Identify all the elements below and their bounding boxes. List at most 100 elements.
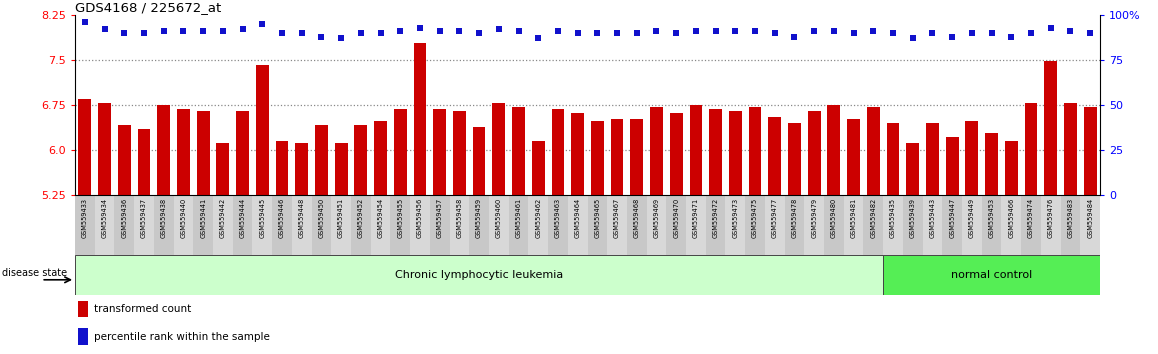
Bar [410, 195, 430, 255]
Point [233, 27, 251, 32]
Text: GSM559476: GSM559476 [1048, 198, 1054, 238]
Bar [962, 195, 982, 255]
Bar [748, 107, 762, 195]
Text: GSM559435: GSM559435 [891, 198, 896, 238]
Bar [785, 195, 805, 255]
Text: GSM559447: GSM559447 [950, 198, 955, 238]
Bar [844, 195, 864, 255]
Point [1080, 30, 1099, 36]
Bar [472, 127, 485, 195]
Text: GSM559443: GSM559443 [930, 198, 936, 238]
Text: GSM559452: GSM559452 [358, 198, 364, 238]
Point [982, 30, 1001, 36]
Bar [805, 195, 824, 255]
Point [962, 30, 981, 36]
Bar [449, 195, 469, 255]
Point [154, 28, 173, 34]
Bar [78, 301, 88, 317]
Bar [508, 195, 528, 255]
Text: GSM559442: GSM559442 [220, 198, 226, 238]
Point [765, 30, 784, 36]
Bar [512, 107, 525, 195]
Bar [115, 195, 134, 255]
Bar [686, 195, 705, 255]
Bar [746, 195, 765, 255]
Point [1021, 30, 1040, 36]
Point [588, 30, 607, 36]
Bar [528, 195, 548, 255]
Bar [75, 195, 95, 255]
Point [864, 28, 882, 34]
Bar [548, 195, 567, 255]
Bar [884, 195, 903, 255]
Text: GSM559477: GSM559477 [771, 198, 778, 238]
Bar [828, 105, 841, 195]
Bar [610, 119, 623, 195]
Bar [413, 43, 426, 195]
Point [1002, 34, 1020, 39]
Bar [864, 195, 884, 255]
Point [726, 28, 745, 34]
Bar [335, 143, 347, 195]
Bar [134, 195, 154, 255]
Bar [213, 195, 233, 255]
Bar [430, 195, 449, 255]
Bar [985, 133, 998, 195]
Point [569, 30, 587, 36]
Bar [98, 103, 111, 195]
Text: GSM559481: GSM559481 [851, 198, 857, 238]
Point [470, 30, 489, 36]
Text: GSM559483: GSM559483 [1068, 198, 1073, 238]
Text: GSM559455: GSM559455 [397, 198, 403, 238]
Point [805, 28, 823, 34]
Bar [789, 123, 801, 195]
Text: GSM559444: GSM559444 [240, 198, 245, 238]
Bar [177, 109, 190, 195]
Bar [252, 195, 272, 255]
Bar [867, 107, 880, 195]
Bar [1005, 141, 1018, 195]
Point [1061, 28, 1079, 34]
Bar [884, 255, 1100, 295]
Point [115, 30, 133, 36]
Bar [276, 141, 288, 195]
Bar [78, 328, 88, 345]
Text: GSM559461: GSM559461 [515, 198, 521, 238]
Bar [848, 119, 860, 195]
Bar [118, 125, 131, 195]
Bar [138, 129, 151, 195]
Point [628, 30, 646, 36]
Bar [489, 195, 508, 255]
Bar [351, 195, 371, 255]
Bar [492, 103, 505, 195]
Point [252, 21, 271, 27]
Bar [607, 195, 626, 255]
Point [923, 30, 941, 36]
Bar [315, 125, 328, 195]
Point [213, 28, 232, 34]
Bar [591, 121, 603, 195]
Text: GSM559438: GSM559438 [161, 198, 167, 238]
Point [332, 35, 351, 41]
Bar [725, 195, 746, 255]
Bar [469, 195, 489, 255]
Bar [666, 195, 686, 255]
Text: GSM559451: GSM559451 [338, 198, 344, 238]
Bar [157, 105, 170, 195]
Point [75, 19, 94, 25]
Bar [453, 111, 466, 195]
Point [293, 30, 312, 36]
Text: Chronic lymphocytic leukemia: Chronic lymphocytic leukemia [395, 270, 563, 280]
Text: GSM559449: GSM559449 [969, 198, 975, 238]
Point [824, 28, 843, 34]
Bar [923, 195, 943, 255]
Point [549, 28, 567, 34]
Text: GSM559482: GSM559482 [871, 198, 877, 238]
Bar [154, 195, 174, 255]
Bar [551, 109, 564, 195]
Text: GSM559433: GSM559433 [82, 198, 88, 238]
Point [372, 30, 390, 36]
Bar [1045, 61, 1057, 195]
Bar [808, 111, 821, 195]
Text: transformed count: transformed count [94, 304, 191, 314]
